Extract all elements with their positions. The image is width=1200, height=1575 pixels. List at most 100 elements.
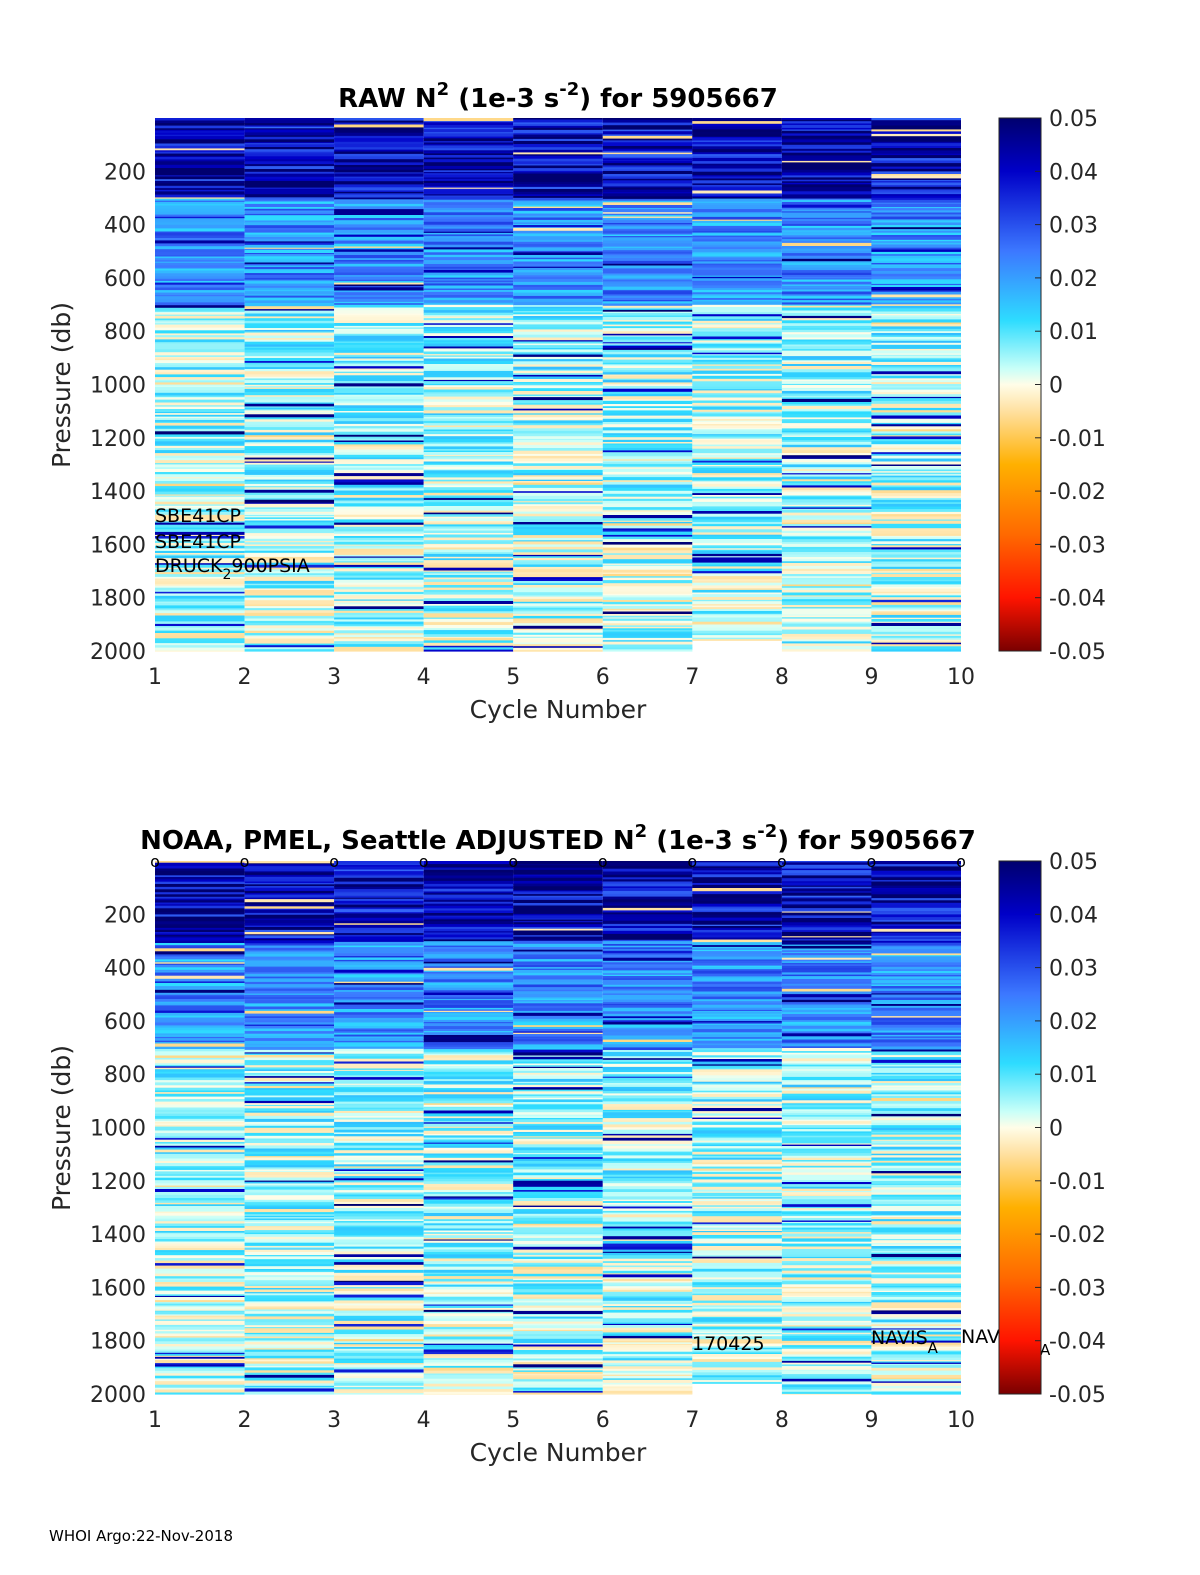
heatmap-cell — [781, 1286, 872, 1289]
heatmap-cell — [692, 134, 782, 138]
heatmap-cell — [602, 525, 693, 529]
heatmap-cell — [513, 644, 603, 647]
heatmap-cell — [155, 1356, 245, 1360]
heatmap-cell — [871, 628, 961, 633]
heatmap-cell — [781, 162, 872, 166]
heatmap-cell — [781, 997, 872, 1001]
heatmap-cell — [244, 511, 335, 515]
heatmap-cell — [781, 1258, 872, 1262]
raw-colorbar — [998, 117, 1042, 652]
heatmap-cell — [334, 1329, 424, 1332]
heatmap-cell — [334, 199, 424, 202]
heatmap-cell — [781, 911, 872, 914]
heatmap-cell — [871, 920, 961, 923]
heatmap-cell — [334, 1169, 424, 1172]
heatmap-cell — [513, 1060, 603, 1062]
heatmap-cell — [334, 156, 424, 160]
heatmap-cell — [692, 212, 782, 215]
heatmap-cell — [871, 885, 961, 889]
heatmap-cell — [871, 290, 961, 293]
heatmap-cell — [155, 281, 245, 284]
heatmap-cell — [155, 555, 245, 559]
heatmap-cell — [244, 1025, 335, 1030]
heatmap-cell — [871, 493, 961, 497]
heatmap-cell — [334, 994, 424, 998]
heatmap-cell — [244, 274, 335, 279]
heatmap-cell — [334, 1233, 424, 1236]
heatmap-cell — [423, 155, 514, 159]
heatmap-cell — [871, 249, 961, 253]
heatmap-cell — [244, 951, 335, 955]
heatmap-cell — [513, 186, 603, 190]
heatmap-cell — [244, 1069, 335, 1072]
heatmap-cell — [871, 566, 961, 570]
heatmap-cell — [155, 423, 245, 427]
heatmap-cell — [692, 1311, 782, 1314]
heatmap-cell — [334, 251, 424, 256]
heatmap-cell — [602, 1142, 693, 1145]
heatmap-cell — [155, 1200, 245, 1202]
heatmap-cell — [334, 1132, 424, 1135]
heatmap-cell — [244, 407, 335, 411]
heatmap-cell — [692, 1119, 782, 1121]
heatmap-cell — [871, 143, 961, 147]
heatmap-cell — [423, 1069, 514, 1073]
heatmap-cell — [781, 360, 872, 363]
heatmap-cell — [244, 380, 335, 384]
heatmap-cell — [423, 1286, 514, 1290]
heatmap-cell — [423, 199, 514, 203]
heatmap-cell — [781, 1326, 872, 1330]
heatmap-cell — [155, 118, 245, 122]
heatmap-cell — [423, 436, 514, 440]
heatmap-cell — [602, 1133, 693, 1136]
heatmap-cell — [781, 908, 872, 911]
heatmap-cell — [334, 147, 424, 151]
heatmap-cell — [781, 904, 872, 907]
heatmap-cell — [423, 483, 514, 486]
heatmap-cell — [871, 1205, 961, 1210]
heatmap-cell — [155, 1219, 245, 1222]
heatmap-cell — [513, 529, 603, 533]
heatmap-cell — [513, 875, 603, 879]
heatmap-cell — [602, 1146, 693, 1150]
heatmap-cell — [423, 141, 514, 144]
heatmap-cell — [334, 571, 424, 574]
heatmap-cell — [423, 1258, 514, 1262]
raw-x-axis-label: Cycle Number — [470, 695, 647, 724]
heatmap-cell — [781, 1332, 872, 1335]
heatmap-cell — [781, 344, 872, 347]
heatmap-cell — [155, 1363, 245, 1366]
heatmap-cell — [423, 581, 514, 586]
heatmap-cell — [244, 1033, 335, 1037]
heatmap-cell — [602, 125, 693, 128]
heatmap-cell — [423, 888, 514, 893]
heatmap-cell — [781, 1214, 872, 1217]
heatmap-cell — [692, 465, 782, 467]
heatmap-cell — [513, 226, 603, 229]
heatmap-cell — [513, 397, 603, 401]
heatmap-cell — [781, 1330, 872, 1334]
heatmap-cell — [781, 595, 872, 598]
heatmap-cell — [513, 1179, 603, 1182]
heatmap-cell — [334, 1310, 424, 1314]
heatmap-cell — [513, 1144, 603, 1148]
heatmap-cell — [155, 284, 245, 289]
heatmap-cell — [781, 512, 872, 516]
heatmap-cell — [334, 511, 424, 516]
heatmap-cell — [781, 951, 872, 954]
heatmap-cell — [155, 1122, 245, 1124]
heatmap-cell — [423, 1240, 514, 1244]
heatmap-cell — [244, 597, 335, 601]
heatmap-cell — [334, 124, 424, 128]
heatmap-cell — [513, 189, 603, 192]
heatmap-cell — [155, 425, 245, 430]
heatmap-cell — [602, 974, 693, 977]
heatmap-cell — [513, 142, 603, 145]
heatmap-cell — [692, 1024, 782, 1028]
heatmap-cell — [692, 1198, 782, 1201]
heatmap-cell — [244, 392, 335, 395]
heatmap-cell — [334, 524, 424, 528]
heatmap-cell — [155, 501, 245, 505]
heatmap-cell — [513, 225, 603, 228]
heatmap-cell — [513, 359, 603, 362]
